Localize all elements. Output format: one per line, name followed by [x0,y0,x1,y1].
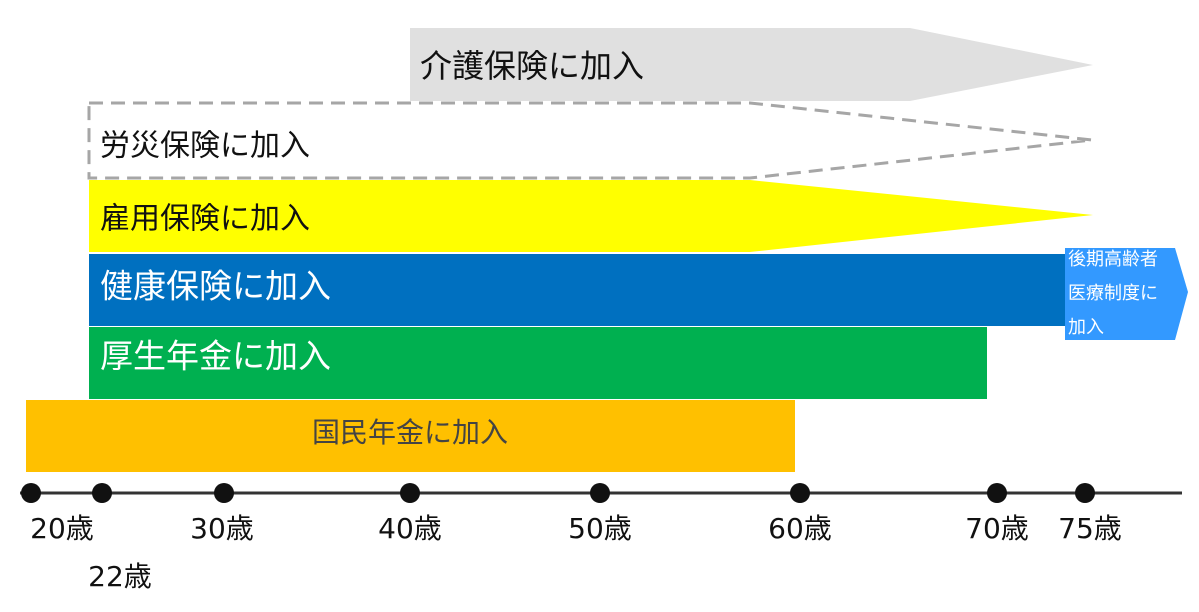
axis-dot [21,483,41,503]
late-elderly-label: 加入 [1068,317,1104,338]
axis-label: 30歳 [190,512,254,545]
axis-label: 75歳 [1058,512,1122,545]
bar-label: 国民年金に加入 [312,416,508,449]
late-elderly-label: 後期高齢者 [1068,249,1158,270]
bar-shape [410,28,1093,101]
bar-label: 厚生年金に加入 [100,337,331,376]
axis-dot [987,483,1007,503]
axis-label: 60歳 [768,512,832,545]
bar-label: 労災保険に加入 [100,129,310,164]
axis-dot [214,483,234,503]
bar-shape [89,327,987,399]
bar-shape [26,400,795,472]
bar-label: 雇用保険に加入 [100,202,310,237]
axis-dot [400,483,420,503]
axis-dot [1075,483,1095,503]
axis-label: 20歳 [30,512,94,545]
bar-shape [87,101,1093,180]
bar-label: 介護保険に加入 [420,47,644,85]
axis-label: 70歳 [965,512,1029,545]
axis-label: 50歳 [568,512,632,545]
axis-ticks: 20歳 22歳 30歳 40歳 50歳 60歳 70歳 75歳 [21,483,1122,593]
bar-label: 健康保険に加入 [100,267,331,306]
bar-shape [1065,248,1188,340]
axis-dot [790,483,810,503]
late-elderly-label: 医療制度に [1068,283,1158,304]
axis-label: 40歳 [378,512,442,545]
axis-dot [590,483,610,503]
bar-shape [89,254,1065,326]
axis-label: 22歳 [88,560,152,593]
bar-shape [89,180,1093,252]
axis-dot [92,483,112,503]
